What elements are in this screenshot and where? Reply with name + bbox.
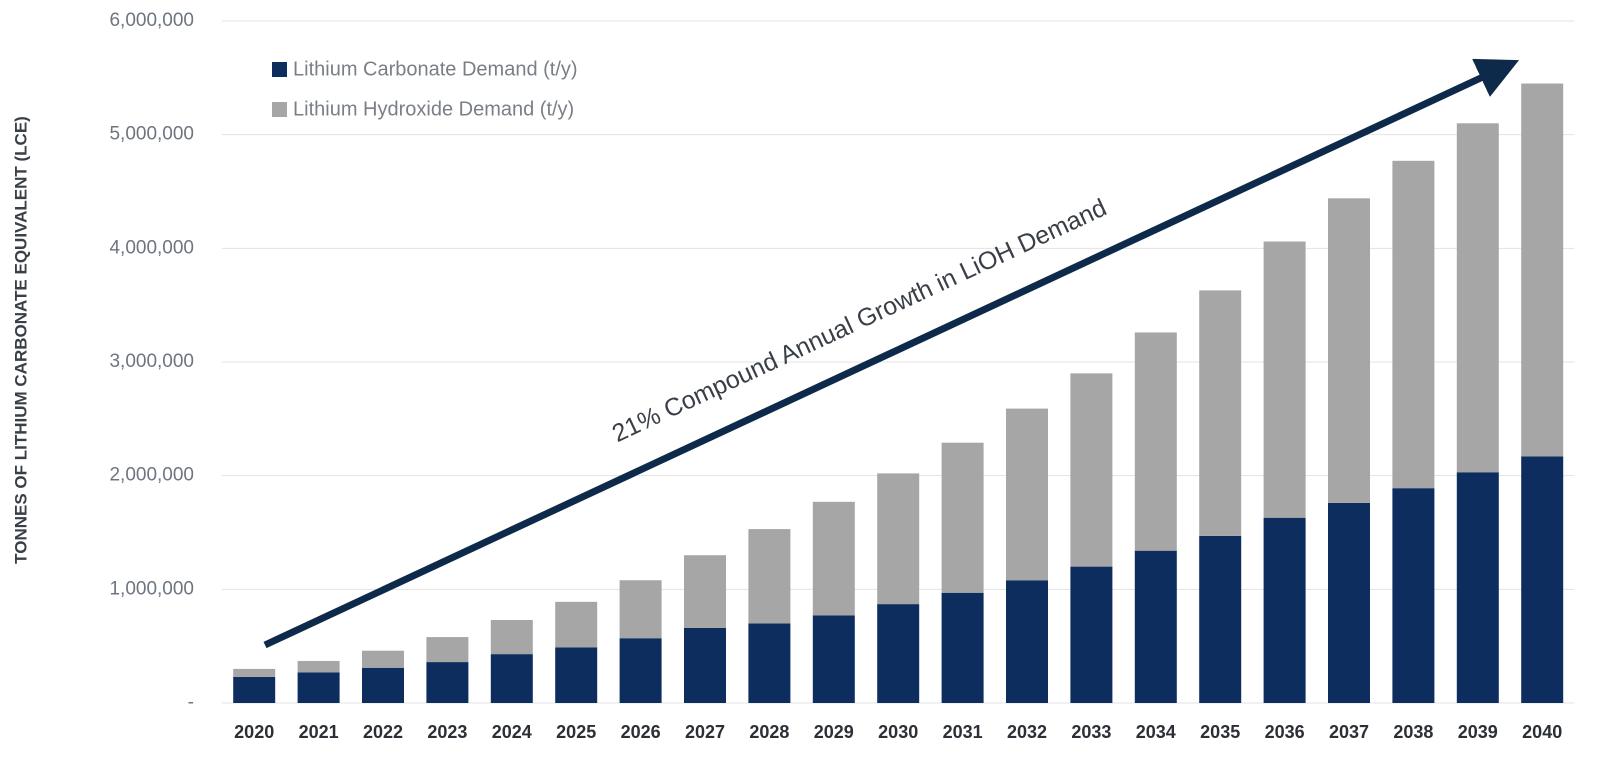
bar-segment: [1006, 408, 1048, 581]
bar-segment: [426, 662, 469, 703]
y-tick-label: 5,000,000: [109, 124, 194, 145]
x-tick-label: 2034: [1136, 722, 1176, 742]
bar-segment: [297, 672, 340, 703]
x-tick-label: 2024: [492, 722, 532, 742]
bar-segment: [362, 650, 404, 668]
y-tick-label: 4,000,000: [109, 237, 194, 258]
y-tick-label: -: [188, 692, 194, 713]
x-tick-label: 2022: [363, 722, 403, 742]
bar-segment: [1328, 198, 1370, 503]
bar-segment: [1070, 566, 1113, 703]
x-tick-label: 2030: [878, 722, 918, 742]
y-axis-label: TONNES OF LITHIUM CARBONATE EQUIVALENT (…: [11, 116, 30, 564]
bar-segment: [1134, 332, 1177, 551]
bar-segment: [619, 638, 662, 703]
y-tick-label: 2,000,000: [109, 465, 194, 486]
bar-segment: [877, 604, 920, 703]
bar-segment: [748, 529, 791, 624]
bar-segment: [748, 623, 791, 703]
bar-segment: [1070, 373, 1113, 567]
bar-segment: [1263, 517, 1306, 703]
bar-segment: [1392, 160, 1435, 489]
x-tick-label: 2021: [299, 722, 339, 742]
x-tick-label: 2037: [1329, 722, 1369, 742]
bar-segment: [1521, 456, 1564, 703]
y-tick-label: 6,000,000: [109, 10, 194, 31]
bar-segment: [812, 501, 855, 616]
bar-segment: [812, 615, 855, 703]
bar-segment: [684, 555, 726, 628]
x-tick-label: 2028: [749, 722, 789, 742]
bar-segment: [233, 676, 276, 703]
bar-segment: [297, 660, 340, 673]
legend-label: Lithium Hydroxide Demand (t/y): [293, 98, 574, 120]
bar-segment: [362, 667, 404, 703]
bar-segment: [1134, 550, 1177, 703]
bar-segment: [490, 620, 533, 655]
bar-segment: [1199, 535, 1242, 703]
bar-segment: [1456, 472, 1499, 703]
x-tick-label: 2039: [1458, 722, 1498, 742]
x-tick-label: 2020: [234, 722, 274, 742]
x-tick-label: 2027: [685, 722, 725, 742]
legend-label: Lithium Carbonate Demand (t/y): [293, 58, 578, 80]
bar-segment: [941, 442, 984, 593]
x-tick-label: 2026: [621, 722, 661, 742]
x-tick-label: 2036: [1265, 722, 1305, 742]
y-tick-label: 3,000,000: [109, 351, 194, 372]
bar-segment: [1263, 241, 1306, 518]
bar-segment: [941, 592, 984, 703]
x-tick-label: 2038: [1393, 722, 1433, 742]
x-tick-label: 2025: [556, 722, 596, 742]
y-tick-label: 1,000,000: [109, 578, 194, 599]
legend-swatch: [272, 102, 287, 117]
x-tick-label: 2023: [427, 722, 467, 742]
bar-segment: [1199, 290, 1242, 536]
x-tick-label: 2040: [1522, 722, 1562, 742]
x-tick-label: 2033: [1071, 722, 1111, 742]
x-tick-label: 2032: [1007, 722, 1047, 742]
bar-segment: [490, 654, 533, 703]
bar-segment: [684, 627, 726, 703]
bar-segment: [233, 668, 276, 677]
bar-segment: [877, 473, 920, 605]
bar-segment: [1328, 502, 1370, 703]
bar-segment: [426, 637, 469, 663]
x-tick-label: 2035: [1200, 722, 1240, 742]
bar-segment: [555, 647, 598, 703]
x-tick-label: 2031: [943, 722, 983, 742]
bar-segment: [1456, 123, 1499, 473]
bar-segment: [1006, 580, 1048, 703]
legend-swatch: [272, 62, 287, 77]
bar-segment: [1521, 83, 1564, 457]
growth-arrow: [263, 58, 1520, 649]
bar-segment: [619, 580, 662, 639]
x-tick-label: 2029: [814, 722, 854, 742]
bar-segment: [1392, 488, 1435, 703]
bar-segment: [555, 601, 598, 648]
